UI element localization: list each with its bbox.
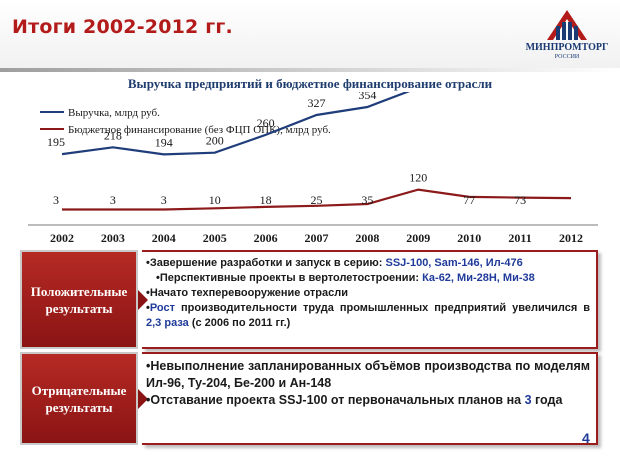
data-label-budget-2011: 73 [514, 193, 526, 207]
x-tick-2003: 2003 [101, 231, 125, 245]
negative-item-2: •Отставание проекта SSJ-100 от первонача… [146, 393, 563, 407]
legend-label-budget: Бюджетное финансирование (без ФЦП ОПК), … [68, 124, 331, 136]
chart-title: Выручка предприятий и бюджетное финансир… [127, 76, 493, 91]
series-line-revenue [61, 92, 411, 156]
x-tick-2009: 2009 [406, 231, 430, 245]
x-tick-2011: 2011 [508, 231, 531, 245]
x-tick-2012: 2012 [559, 231, 583, 245]
x-tick-2005: 2005 [203, 231, 227, 245]
series-layer: 1952181942002603273544194815653331018253… [47, 92, 572, 211]
data-label-revenue-2006: 260 [257, 116, 275, 130]
title-divider [0, 68, 620, 72]
data-label-revenue-2007: 327 [308, 96, 326, 110]
positive-arrow-icon [138, 289, 148, 310]
x-tick-2006: 2006 [254, 231, 278, 245]
page-title: Итоги 2002-2012 гг. [12, 16, 233, 38]
chart-legend: Выручка, млрд руб. Бюджетное финансирова… [40, 107, 331, 136]
positive-results-panel: Положительные результаты •Завершение раз… [20, 250, 598, 349]
data-label-revenue-2003: 218 [104, 128, 122, 142]
data-label-budget-2010: 77 [463, 193, 475, 207]
ministry-emblem-icon [547, 10, 587, 40]
data-label-budget-2005: 10 [209, 193, 221, 207]
data-label-revenue-2002: 195 [47, 135, 65, 149]
data-label-revenue-2005: 200 [206, 134, 224, 148]
positive-item-4: •Рост производительности труда промышлен… [146, 302, 590, 329]
data-label-revenue-2004: 194 [155, 135, 173, 149]
x-tick-2004: 2004 [152, 231, 176, 245]
negative-results-list: •Невыполнение запланированных объёмов пр… [142, 352, 598, 445]
logo-subtitle: РОССИИ [554, 54, 580, 60]
data-label-budget-2009: 120 [409, 171, 427, 185]
positive-results-list: •Завершение разработки и запуск в серию:… [142, 250, 598, 349]
revenue-budget-chart: Выручка, млрд руб. Бюджетное финансирова… [28, 92, 598, 245]
negative-item-1: •Невыполнение запланированных объёмов пр… [146, 359, 590, 390]
legend-label-revenue: Выручка, млрд руб. [68, 107, 160, 119]
data-label-budget-2003: 3 [110, 193, 116, 207]
data-label-budget-2006: 18 [260, 193, 272, 207]
header [0, 0, 620, 68]
data-label-budget-2008: 35 [361, 193, 373, 207]
x-tick-2002: 2002 [50, 231, 74, 245]
data-label-revenue-2008: 354 [358, 92, 376, 102]
logo-name: МИНПРОМТОРГ [525, 42, 609, 53]
ministry-logo: МИНПРОМТОРГ РОССИИ [522, 6, 612, 64]
page-number: 4 [582, 430, 590, 446]
negative-arrow-icon [138, 388, 148, 409]
positive-results-label: Положительные результаты [20, 250, 138, 349]
negative-results-panel: Отрицательные результаты •Невыполнение з… [20, 352, 598, 445]
data-label-budget-2002: 3 [53, 193, 59, 207]
positive-item-3: •Начато техперевооружение отрасли [146, 287, 349, 299]
data-label-budget-2007: 25 [311, 193, 323, 207]
x-tick-2008: 2008 [355, 231, 379, 245]
negative-results-label: Отрицательные результаты [20, 352, 138, 445]
positive-item-1: •Завершение разработки и запуск в серию:… [146, 257, 523, 269]
positive-item-2: •Перспективные проекты в вертолетостроен… [156, 272, 535, 284]
series-line-budget [62, 188, 572, 211]
x-tick-2007: 2007 [305, 231, 329, 245]
x-tick-2010: 2010 [457, 231, 481, 245]
x-tick-labels: 2002 2003 2004 2005 2006 2007 2008 2009 2010 2011… [50, 231, 583, 245]
data-label-budget-2004: 3 [161, 193, 167, 207]
